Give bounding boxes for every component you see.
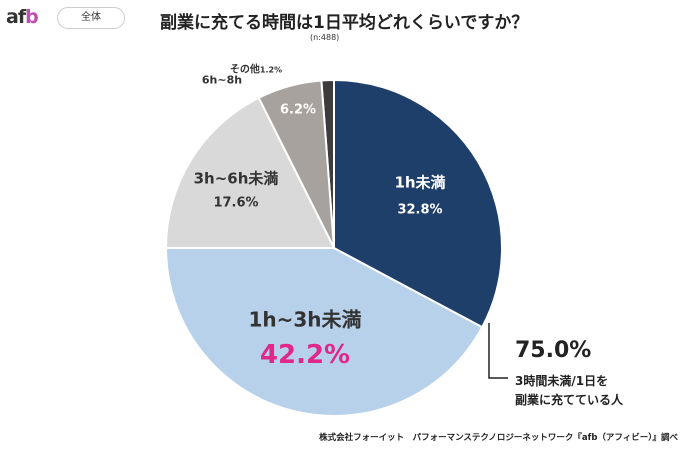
sample-size: (n:488) xyxy=(310,33,340,42)
pie-slice-2 xyxy=(164,96,336,249)
slice-value-0: 32.8% xyxy=(397,202,443,218)
annotation-bracket xyxy=(488,323,508,379)
annotation-value: 75.0% xyxy=(515,338,592,363)
slice-value-3: 6.2% xyxy=(279,102,317,118)
slice-label-3: 6h~8h xyxy=(201,73,243,87)
slice-label-1: 1h~3h未満 xyxy=(248,307,362,332)
slice-label-2: 3h~6h未満 xyxy=(193,169,279,188)
source-credit: 株式会社フォーイット パフォーマンステクノロジーネットワーク『afb（アフィビー… xyxy=(319,433,678,443)
pie-slice-0 xyxy=(333,78,503,329)
pie-slice-1 xyxy=(164,247,484,417)
slice-value-1: 42.2% xyxy=(259,340,351,370)
annotation-line1: 3時間未満/1日を xyxy=(515,374,609,388)
slice-label-0: 1h未満 xyxy=(394,173,446,192)
slice-value-4: 1.2% xyxy=(259,65,283,75)
slice-value-2: 17.6% xyxy=(213,195,259,211)
afb-logo: afb xyxy=(6,6,39,28)
chart-title: 副業に充てる時間は1日平均どれくらいですか？ xyxy=(160,13,529,33)
filter-pill[interactable]: 全体 xyxy=(57,7,125,29)
slice-label-4: その他1.2% xyxy=(230,61,282,76)
slice-label-4-text: その他 xyxy=(229,64,260,76)
annotation-line2: 副業に充てている人 xyxy=(515,393,624,407)
